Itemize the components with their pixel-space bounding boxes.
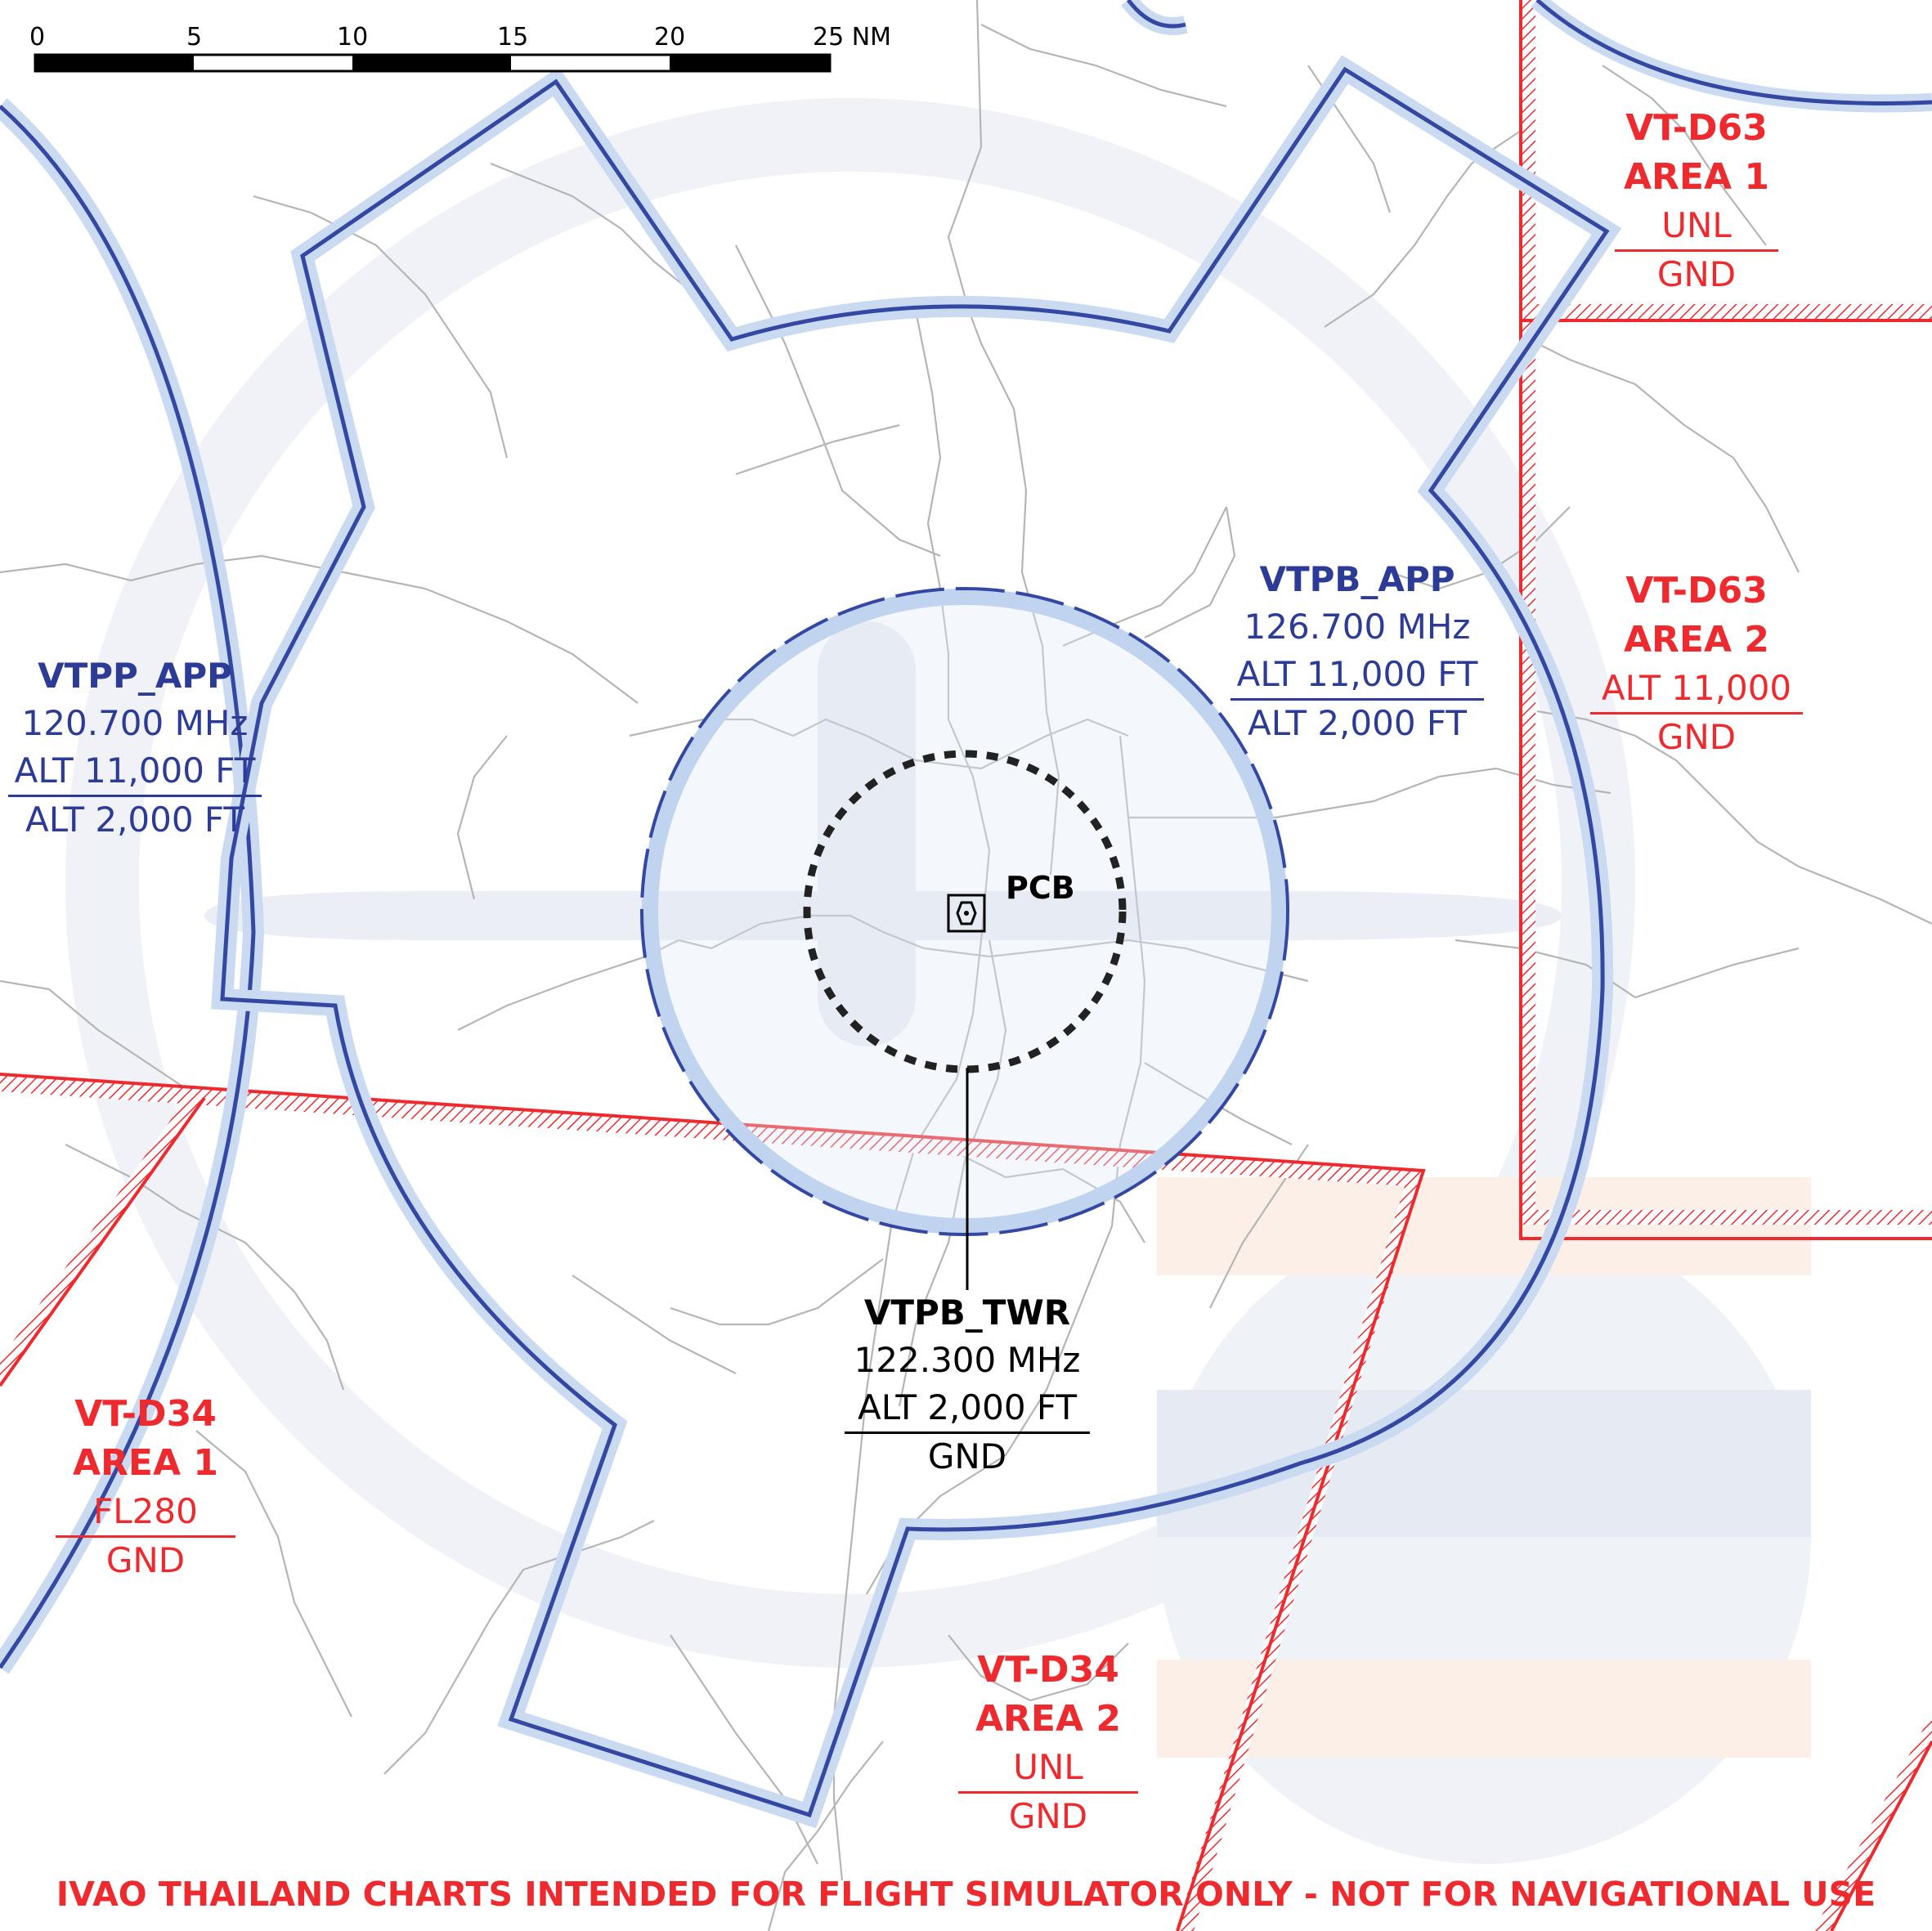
disclaimer-footer: IVAO THAILAND CHARTS INTENDED FOR FLIGHT… — [56, 1875, 1876, 1914]
vtpb-twr-name: VTPB_TWR — [863, 1293, 1071, 1333]
d34-area1-name: VT-D34 — [74, 1393, 217, 1435]
scale-tick-20: 20 — [654, 23, 686, 52]
d63-area2-lower: GND — [1656, 717, 1737, 757]
vtpp-app-lower: ALT 2,000 FT — [25, 800, 245, 840]
d63-area1-lower: GND — [1656, 254, 1737, 294]
d63-area1-name: VT-D63 — [1625, 107, 1768, 149]
vtpb-app-name: VTPB_APP — [1259, 559, 1455, 599]
vtpb-twr-freq: 122.300 MHz — [854, 1340, 1081, 1380]
d34-area1-area: AREA 1 — [73, 1442, 218, 1484]
vtpp-app-name: VTPP_APP — [38, 656, 232, 696]
vtpb-app-lower: ALT 2,000 FT — [1247, 703, 1468, 743]
vtpp-app-label: VTPP_APP 120.700 MHz ALT 11,000 FT ALT 2… — [8, 652, 262, 843]
d34-area1-label: VT-D34 AREA 1 FL280 GND — [56, 1390, 235, 1584]
d63-area2-label: VT-D63 AREA 2 ALT 11,000 GND — [1590, 567, 1803, 760]
vtpb-app-freq: 126.700 MHz — [1244, 607, 1471, 647]
vtpp-app-upper: ALT 11,000 FT — [8, 747, 262, 797]
vtpb-twr-lower: GND — [927, 1436, 1007, 1476]
d34-area2-upper: UNL — [958, 1744, 1138, 1794]
vtpp-app-boundary — [0, 98, 265, 1674]
vtpb-app-label: VTPB_APP 126.700 MHz ALT 11,000 FT ALT 2… — [1230, 556, 1484, 746]
scale-bar — [34, 53, 832, 73]
d63-area1-upper: UNL — [1615, 202, 1778, 252]
d63-area2-name: VT-D63 — [1625, 570, 1768, 612]
vtpb-twr-label: VTPB_TWR 122.300 MHz ALT 2,000 FT GND — [845, 1289, 1090, 1480]
d63-area2-hatch-left — [1521, 319, 1535, 1225]
d34-area2-label: VT-D34 AREA 2 UNL GND — [958, 1646, 1138, 1839]
vtpb-twr-boundary — [803, 750, 1127, 1073]
d34-area2-hatch-east — [1813, 1713, 1932, 1931]
vor-dme-icon — [947, 894, 986, 933]
d63-area2-area: AREA 2 — [1624, 619, 1769, 661]
scale-tick-10: 10 — [337, 23, 369, 52]
north-airspace-arc — [1121, 0, 1932, 113]
d63-area1-hatch-left — [1521, 0, 1535, 319]
d63-area1-hatch-bottom — [1535, 304, 1932, 320]
d63-area2-hatch-bottom — [1535, 1210, 1932, 1225]
scale-tick-15: 15 — [497, 23, 529, 52]
d63-area2-upper: ALT 11,000 — [1590, 665, 1803, 715]
vtpb-app-upper: ALT 11,000 FT — [1230, 651, 1484, 701]
vtpp-app-freq: 120.700 MHz — [21, 703, 249, 743]
d63-area1-label: VT-D63 AREA 1 UNL GND — [1615, 104, 1778, 298]
d34-area1-upper: FL280 — [56, 1488, 235, 1538]
d34-area2-area: AREA 2 — [975, 1698, 1121, 1740]
vtpb-twr-upper: ALT 2,000 FT — [845, 1384, 1090, 1434]
scale-tick-25nm: 25 NM — [813, 23, 892, 52]
d34-area2-name: VT-D34 — [977, 1649, 1119, 1691]
vtpb-app-boundary — [211, 55, 1622, 1829]
scale-tick-5: 5 — [186, 23, 203, 52]
d34-area2-lower: GND — [1008, 1796, 1088, 1836]
d34-area1-lower: GND — [105, 1540, 186, 1580]
scale-tick-0: 0 — [29, 23, 46, 52]
navaid-ident: PCB — [1006, 870, 1075, 906]
d63-area1-area: AREA 1 — [1624, 156, 1769, 198]
